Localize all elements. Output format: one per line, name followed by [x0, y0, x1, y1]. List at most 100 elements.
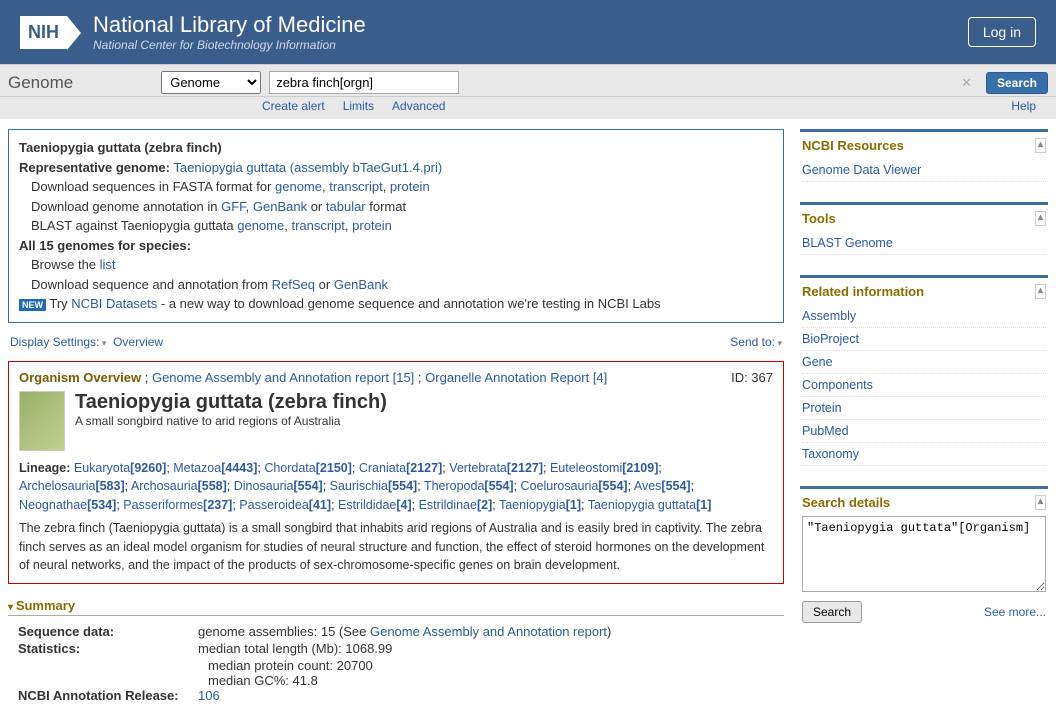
lineage-link[interactable]: Theropoda[554]	[424, 479, 514, 493]
fasta-protein-link[interactable]: protein	[390, 179, 430, 194]
sidebar: NCBI Resources▴ Genome Data Viewer Tools…	[800, 129, 1048, 705]
blast-protein-link[interactable]: protein	[352, 218, 392, 233]
lineage-link[interactable]: Archosauria[558]	[131, 479, 227, 493]
genbank-link[interactable]: GenBank	[334, 277, 388, 292]
side-tools: Tools▴ BLAST Genome	[800, 202, 1048, 269]
sidebar-link[interactable]: BioProject	[802, 332, 859, 346]
site-subtitle: National Center for Biotechnology Inform…	[93, 38, 366, 52]
new-badge: NEW	[19, 299, 46, 311]
browse-list-link[interactable]: list	[100, 257, 116, 272]
lineage-link[interactable]: Eukaryota[9260]	[74, 461, 166, 475]
sidebar-link[interactable]: BLAST Genome	[802, 236, 893, 250]
search-bar: Genome Genome ✕ Search	[0, 64, 1056, 97]
lineage-link[interactable]: Saurischia[554]	[330, 479, 418, 493]
blast-transcript-link[interactable]: transcript	[291, 218, 344, 233]
main-column: Taeniopygia guttata (zebra finch) Repres…	[8, 129, 784, 705]
fasta-genome-link[interactable]: genome	[275, 179, 322, 194]
annot-genbank-link[interactable]: GenBank	[253, 199, 307, 214]
side-search-button[interactable]: Search	[802, 601, 862, 623]
see-more-link[interactable]: See more...	[984, 605, 1046, 619]
refseq-link[interactable]: RefSeq	[272, 277, 315, 292]
lineage-link[interactable]: Taeniopygia[1]	[499, 498, 581, 512]
lineage-link[interactable]: Dinosauria[554]	[234, 479, 323, 493]
login-button[interactable]: Log in	[968, 17, 1036, 47]
send-to-dropdown[interactable]: Send to:	[730, 335, 782, 349]
lineage-link[interactable]: Euteleostomi[2109]	[550, 461, 658, 475]
sidebar-link[interactable]: PubMed	[802, 424, 849, 438]
tab-overview[interactable]: Organism Overview	[19, 370, 141, 385]
page-title: Genome	[8, 73, 73, 93]
lineage-link[interactable]: Passeroidea[41]	[239, 498, 331, 512]
tab-assembly-report[interactable]: Genome Assembly and Annotation report [1…	[152, 370, 414, 385]
lineage-link[interactable]: Chordata[2150]	[264, 461, 352, 475]
stat-protein: median protein count: 20700	[8, 658, 784, 673]
tab-organelle-report[interactable]: Organelle Annotation Report [4]	[425, 370, 607, 385]
nih-logo[interactable]: NIH	[20, 16, 67, 49]
sidebar-link[interactable]: Genome Data Viewer	[802, 163, 921, 177]
sidebar-link[interactable]: Taxonomy	[802, 447, 859, 461]
search-input[interactable]	[269, 71, 459, 94]
lineage-link[interactable]: Vertebrata[2127]	[449, 461, 543, 475]
sidebar-link[interactable]: Assembly	[802, 309, 856, 323]
side-related: Related information▴ AssemblyBioProjectG…	[800, 275, 1048, 480]
help-link[interactable]: Help	[1011, 99, 1036, 113]
organism-id: ID: 367	[731, 370, 773, 385]
lineage-link[interactable]: Neognathae[534]	[19, 498, 116, 512]
display-settings-dropdown[interactable]: Display Settings:	[10, 335, 106, 349]
lineage-link[interactable]: Estrildidae[4]	[338, 498, 412, 512]
seqdata-report-link[interactable]: Genome Assembly and Annotation report	[370, 624, 607, 639]
database-select[interactable]: Genome	[161, 71, 261, 94]
lineage-link[interactable]: Estrildinae[2]	[419, 498, 493, 512]
collapse-icon[interactable]: ▴	[1035, 211, 1046, 226]
side-search-details: Search details▴ Search See more...	[800, 486, 1048, 637]
sidebar-link[interactable]: Gene	[802, 355, 833, 369]
search-details-textarea[interactable]	[802, 516, 1046, 592]
annot-tabular-link[interactable]: tabular	[326, 199, 366, 214]
organism-tabs: ID: 367 Organism Overview ; Genome Assem…	[19, 370, 773, 385]
lineage-link[interactable]: Passeriformes[237]	[123, 498, 232, 512]
side-resources: NCBI Resources▴ Genome Data Viewer	[800, 129, 1048, 196]
search-sublinks: Create alert Limits Advanced Help	[0, 97, 1056, 119]
content: Taeniopygia guttata (zebra finch) Repres…	[0, 119, 1056, 715]
advanced-link[interactable]: Advanced	[392, 99, 445, 113]
search-input-wrap: ✕	[269, 71, 978, 94]
site-title[interactable]: National Library of Medicine	[93, 12, 366, 38]
lineage-link[interactable]: Coelurosauria[554]	[521, 479, 628, 493]
header-titles: National Library of Medicine National Ce…	[93, 12, 366, 52]
lineage-link[interactable]: Metazoa[4443]	[173, 461, 257, 475]
rep-genome-link[interactable]: Taeniopygia guttata (assembly bTaeGut1.4…	[173, 160, 442, 175]
summary-heading[interactable]: Summary	[8, 598, 784, 616]
fasta-pre: Download sequences in FASTA format for	[31, 179, 275, 194]
blast-genome-link[interactable]: genome	[237, 218, 284, 233]
lineage-link[interactable]: Taeniopygia guttata[1]	[588, 498, 712, 512]
create-alert-link[interactable]: Create alert	[262, 99, 325, 113]
organism-header: Taeniopygia guttata (zebra finch) A smal…	[19, 391, 773, 451]
stat-length: median total length (Mb): 1068.99	[198, 641, 784, 656]
header: NIH National Library of Medicine Nationa…	[0, 0, 1056, 64]
summary-section: Summary Sequence data: genome assemblies…	[8, 598, 784, 703]
header-left: NIH National Library of Medicine Nationa…	[20, 12, 366, 52]
ncbi-datasets-link[interactable]: NCBI Datasets	[71, 296, 157, 311]
result-toolbar: Display Settings: Overview Send to:	[10, 335, 782, 349]
overview-link[interactable]: Overview	[113, 335, 163, 349]
organism-short-desc: A small songbird native to arid regions …	[75, 414, 387, 428]
search-button[interactable]: Search	[986, 72, 1048, 94]
collapse-icon[interactable]: ▴	[1035, 138, 1046, 153]
lineage-link[interactable]: Archelosauria[583]	[19, 479, 125, 493]
statistics-label: Statistics:	[8, 641, 198, 656]
clear-icon[interactable]: ✕	[961, 75, 972, 91]
blast-pre: BLAST against Taeniopygia guttata	[31, 218, 237, 233]
sidebar-link[interactable]: Components	[802, 378, 873, 392]
organism-description: The zebra finch (Taeniopygia guttata) is…	[19, 519, 773, 575]
fasta-transcript-link[interactable]: transcript	[329, 179, 382, 194]
lineage-link[interactable]: Craniata[2127]	[359, 461, 442, 475]
info-box: Taeniopygia guttata (zebra finch) Repres…	[8, 129, 784, 323]
lineage-link[interactable]: Aves[554]	[634, 479, 691, 493]
collapse-icon[interactable]: ▴	[1035, 284, 1046, 299]
collapse-icon[interactable]: ▴	[1035, 495, 1046, 510]
sidebar-link[interactable]: Protein	[802, 401, 842, 415]
annot-gff-link[interactable]: GFF	[221, 199, 246, 214]
limits-link[interactable]: Limits	[343, 99, 374, 113]
organism-thumbnail[interactable]	[19, 391, 65, 451]
seqdata-label: Sequence data:	[8, 624, 198, 639]
